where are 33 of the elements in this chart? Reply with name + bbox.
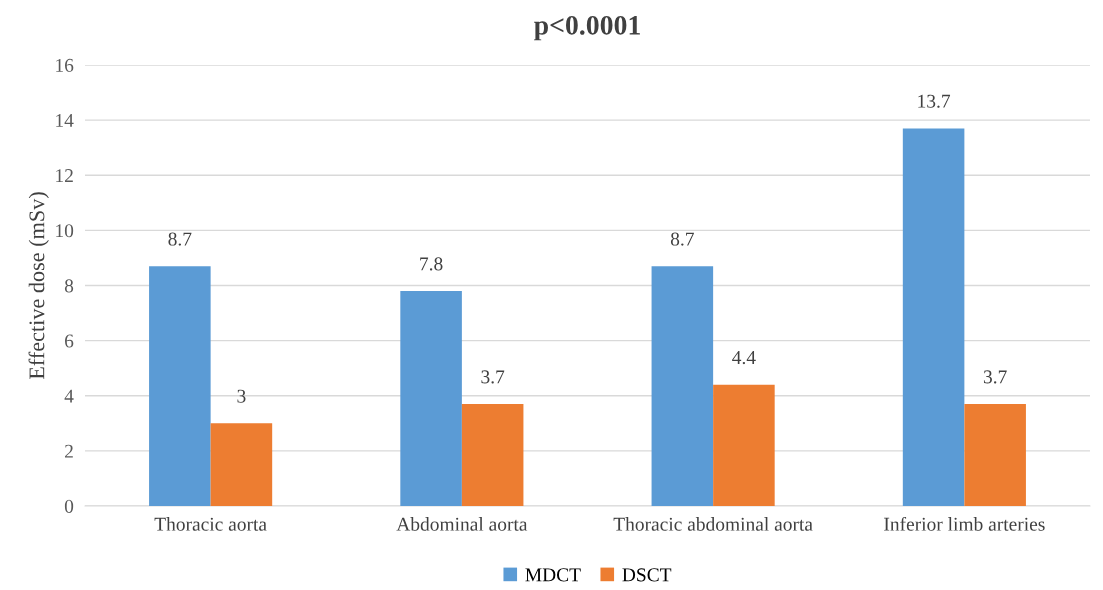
y-tick-label: 16 — [56, 58, 74, 72]
data-label: 3.7 — [983, 370, 1007, 384]
data-label: 3 — [237, 389, 246, 403]
chart-title: p<0.0001 — [534, 15, 640, 41]
data-label: 13.7 — [918, 94, 951, 108]
bar — [149, 266, 211, 506]
x-tick-label: Thoracic abdominal aorta — [613, 517, 813, 531]
y-tick-label: 8 — [64, 279, 74, 293]
x-tick-label: Inferior limb arteries — [884, 516, 1045, 531]
data-label: 4.4 — [732, 351, 756, 365]
y-tick-label: 4 — [64, 389, 74, 403]
bar — [964, 404, 1026, 506]
x-tick-label: Abdominal aorta — [396, 517, 528, 531]
y-tick-label: 6 — [65, 334, 74, 348]
data-label: 7.8 — [420, 257, 443, 271]
data-label: 8.7 — [168, 232, 192, 246]
x-tick-label: Thoracic aorta — [154, 517, 267, 531]
data-label: 3.7 — [481, 370, 505, 384]
bar — [902, 128, 965, 506]
y-axis-title: Effective dose (mSv) — [28, 192, 49, 380]
y-tick-label: 10 — [56, 224, 74, 238]
bar — [210, 423, 273, 506]
data-label: 8.7 — [670, 232, 694, 246]
bar — [461, 404, 524, 506]
y-tick-label: 2 — [65, 444, 73, 458]
bar — [651, 266, 714, 506]
y-tick-label: 12 — [56, 169, 73, 182]
bar — [713, 384, 775, 506]
legend-label: DSCT — [622, 568, 672, 582]
y-tick-label: 14 — [56, 114, 74, 127]
y-tick-label: 0 — [64, 499, 74, 513]
bar — [400, 291, 462, 506]
legend-label: MDCT — [525, 568, 581, 582]
